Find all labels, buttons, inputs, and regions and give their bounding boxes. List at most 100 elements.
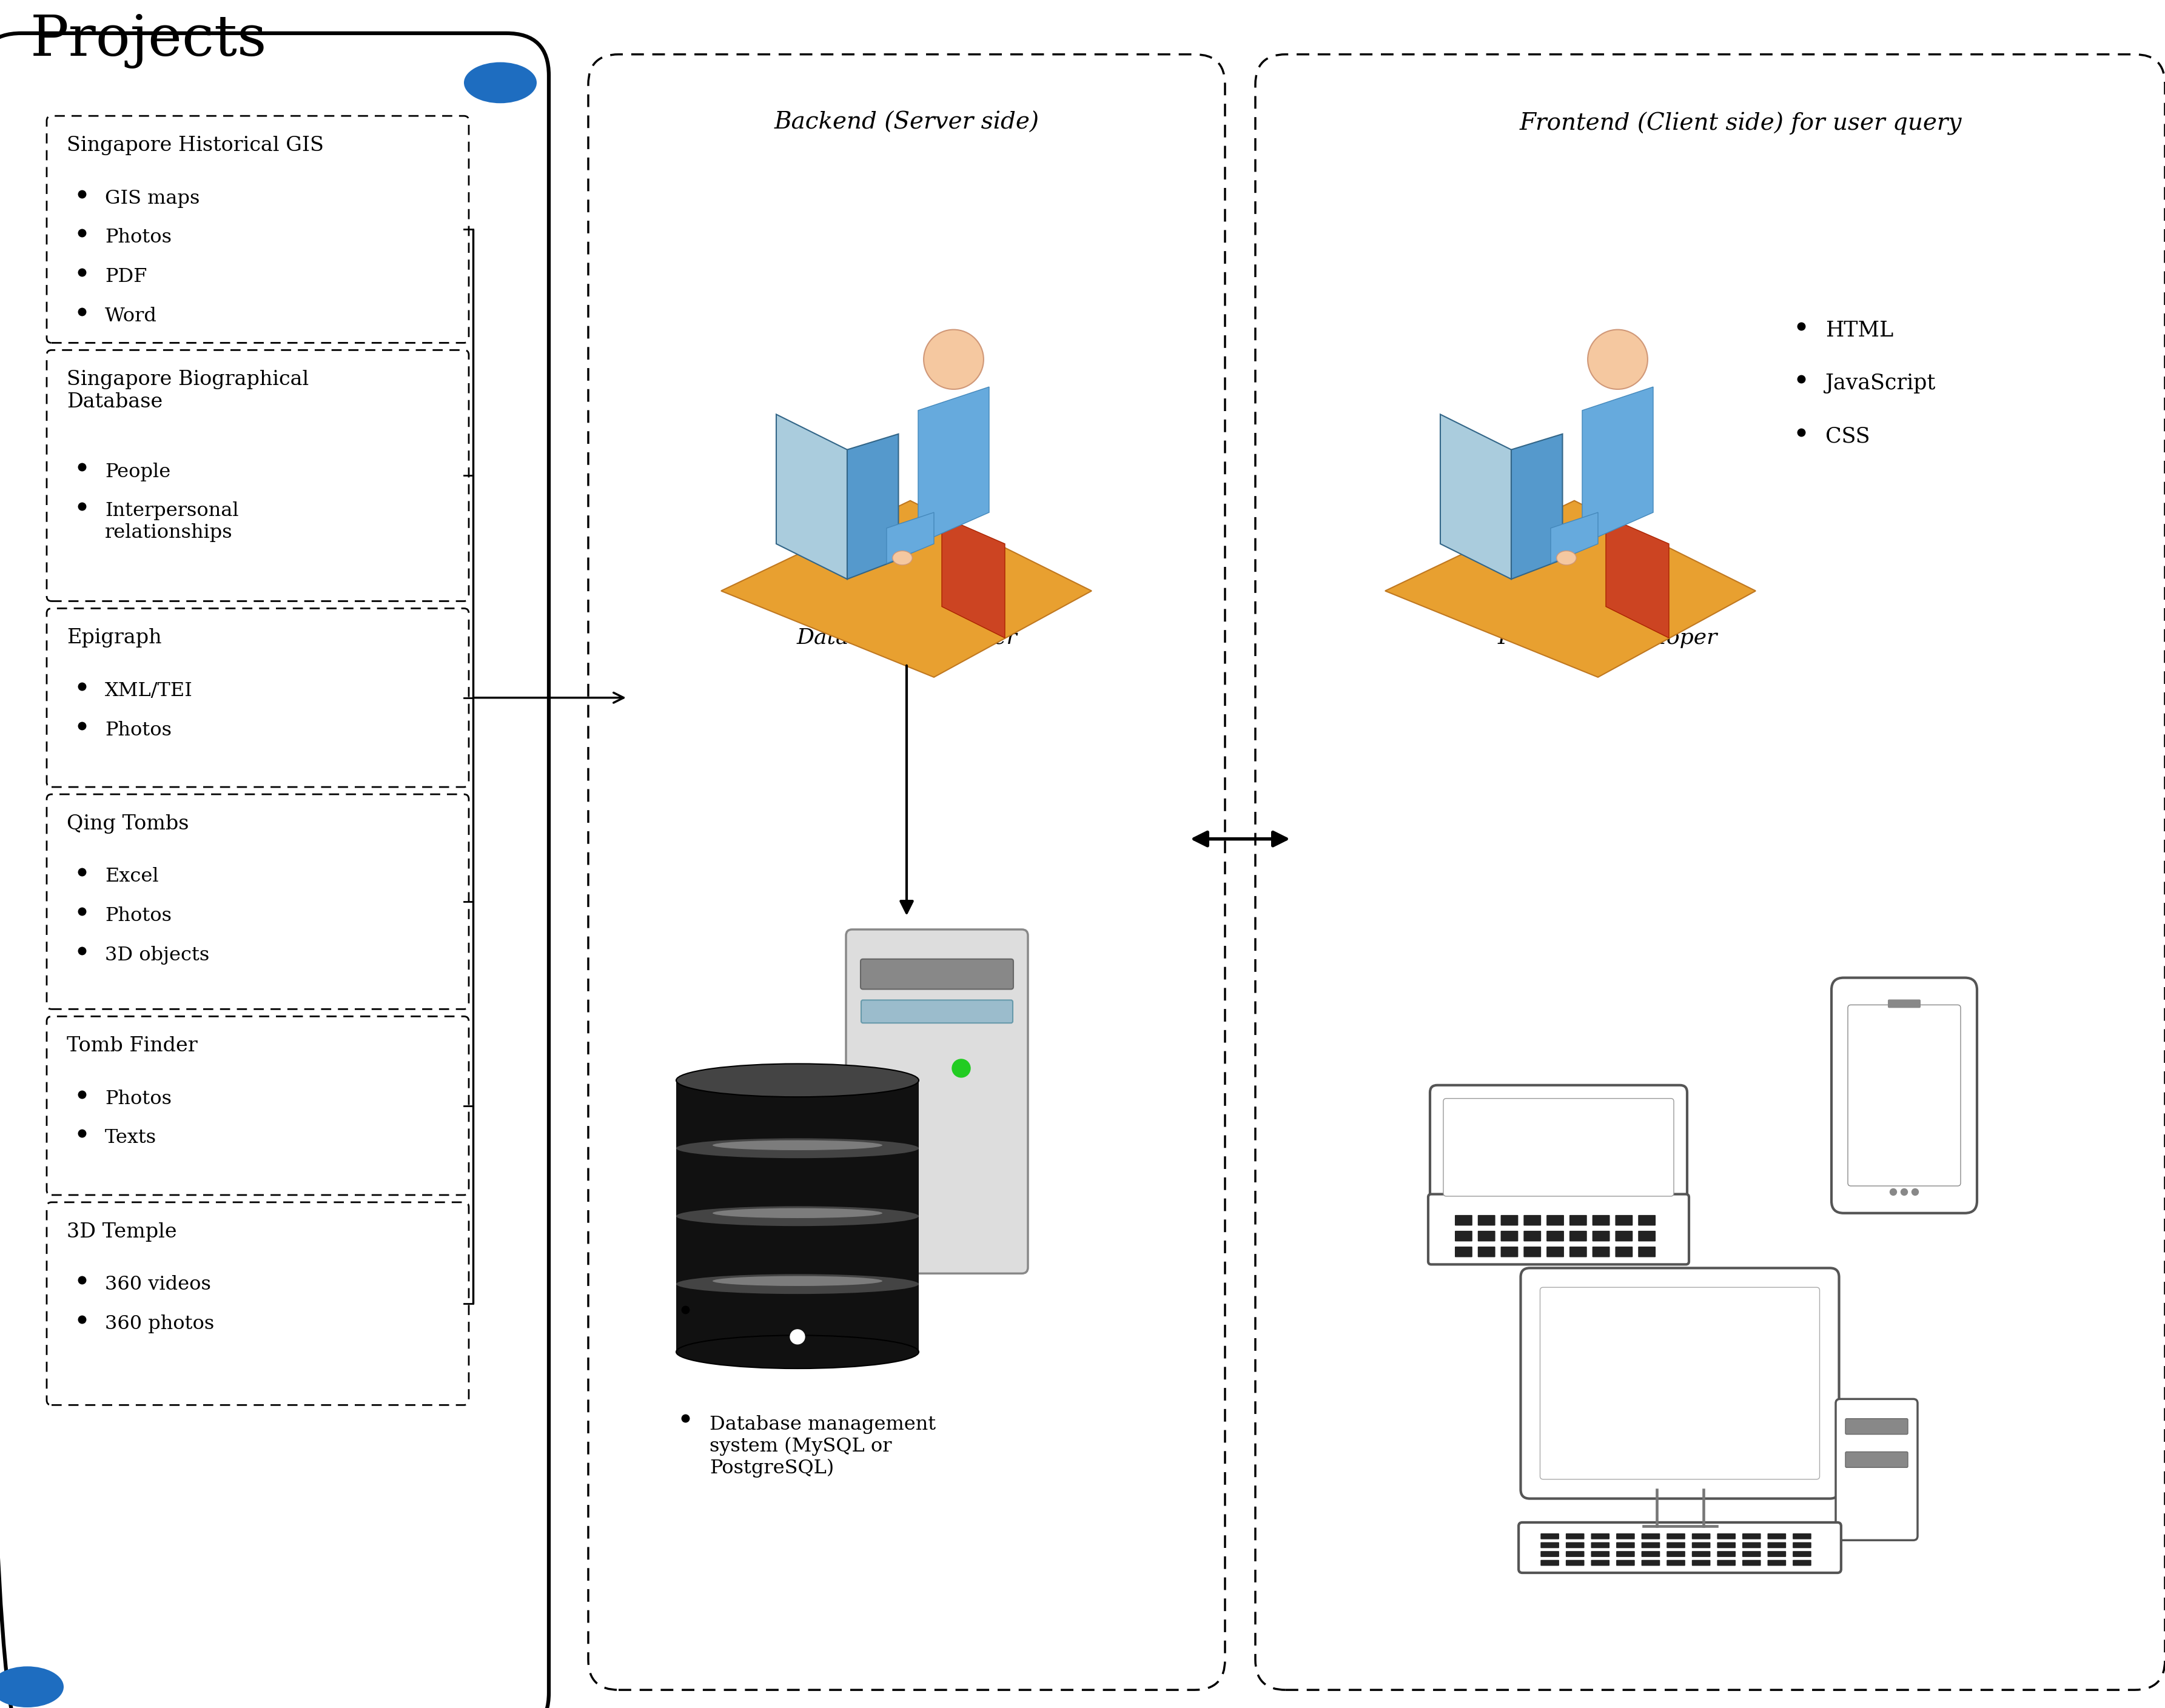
FancyBboxPatch shape <box>847 929 1028 1274</box>
FancyBboxPatch shape <box>1565 1542 1585 1547</box>
Circle shape <box>924 330 983 389</box>
FancyBboxPatch shape <box>1667 1534 1684 1539</box>
FancyBboxPatch shape <box>1717 1551 1736 1558</box>
FancyBboxPatch shape <box>1743 1551 1760 1558</box>
FancyBboxPatch shape <box>1500 1214 1518 1226</box>
FancyBboxPatch shape <box>1591 1551 1609 1558</box>
FancyBboxPatch shape <box>1541 1551 1559 1558</box>
Ellipse shape <box>675 1138 918 1158</box>
Circle shape <box>790 1329 805 1344</box>
FancyBboxPatch shape <box>1455 1247 1472 1257</box>
Polygon shape <box>918 388 989 543</box>
FancyBboxPatch shape <box>1591 1214 1611 1226</box>
Text: Photos: Photos <box>104 229 171 248</box>
Ellipse shape <box>675 1336 918 1368</box>
FancyBboxPatch shape <box>1539 1288 1819 1479</box>
Text: 3D Temple: 3D Temple <box>67 1223 178 1242</box>
Text: 360 photos: 360 photos <box>104 1315 214 1334</box>
FancyBboxPatch shape <box>1641 1542 1661 1547</box>
FancyBboxPatch shape <box>1667 1559 1684 1566</box>
FancyBboxPatch shape <box>1767 1551 1786 1558</box>
Text: Tomb Finder: Tomb Finder <box>67 1037 197 1056</box>
FancyBboxPatch shape <box>1479 1214 1496 1226</box>
FancyBboxPatch shape <box>1591 1247 1611 1257</box>
Ellipse shape <box>675 1064 918 1097</box>
Text: Database management
system (MySQL or
PostgreSQL): Database management system (MySQL or Pos… <box>710 1416 935 1477</box>
FancyBboxPatch shape <box>1793 1551 1812 1558</box>
FancyBboxPatch shape <box>1832 977 1977 1213</box>
FancyBboxPatch shape <box>1546 1247 1563 1257</box>
FancyBboxPatch shape <box>1591 1542 1609 1547</box>
FancyBboxPatch shape <box>1500 1247 1518 1257</box>
Ellipse shape <box>712 1208 883 1218</box>
FancyBboxPatch shape <box>1639 1247 1656 1257</box>
FancyBboxPatch shape <box>1546 1214 1563 1226</box>
Circle shape <box>953 1059 970 1078</box>
FancyBboxPatch shape <box>1691 1542 1710 1547</box>
FancyBboxPatch shape <box>1717 1542 1736 1547</box>
FancyBboxPatch shape <box>1518 1522 1840 1573</box>
FancyBboxPatch shape <box>1524 1247 1541 1257</box>
FancyBboxPatch shape <box>1429 1194 1689 1264</box>
Text: XML/TEI: XML/TEI <box>104 681 193 700</box>
FancyBboxPatch shape <box>1849 1004 1961 1185</box>
Text: Texts: Texts <box>104 1129 156 1148</box>
FancyBboxPatch shape <box>1541 1559 1559 1566</box>
FancyBboxPatch shape <box>1591 1559 1609 1566</box>
Text: Word: Word <box>104 307 158 326</box>
Polygon shape <box>1606 516 1669 639</box>
Text: GIS maps: GIS maps <box>104 190 199 208</box>
FancyBboxPatch shape <box>1615 1214 1632 1226</box>
FancyBboxPatch shape <box>1793 1542 1812 1547</box>
Polygon shape <box>1550 512 1598 564</box>
Text: Frontend (Client side) for user query: Frontend (Client side) for user query <box>1520 111 1961 135</box>
FancyBboxPatch shape <box>1743 1559 1760 1566</box>
FancyBboxPatch shape <box>1570 1247 1587 1257</box>
FancyBboxPatch shape <box>1617 1542 1635 1547</box>
FancyBboxPatch shape <box>1641 1534 1661 1539</box>
Ellipse shape <box>712 1141 883 1149</box>
FancyBboxPatch shape <box>1717 1559 1736 1566</box>
Ellipse shape <box>0 1667 63 1708</box>
Text: Photos: Photos <box>104 721 171 740</box>
FancyBboxPatch shape <box>1639 1231 1656 1242</box>
Ellipse shape <box>675 1206 918 1226</box>
Polygon shape <box>1511 434 1563 579</box>
FancyBboxPatch shape <box>1455 1214 1472 1226</box>
Polygon shape <box>942 516 1005 639</box>
FancyBboxPatch shape <box>862 1001 1013 1023</box>
Text: Frontend developer: Frontend developer <box>1498 629 1717 649</box>
FancyBboxPatch shape <box>1570 1231 1587 1242</box>
FancyBboxPatch shape <box>1793 1534 1812 1539</box>
FancyBboxPatch shape <box>1431 1085 1687 1209</box>
FancyBboxPatch shape <box>1667 1542 1684 1547</box>
Circle shape <box>1890 1189 1897 1196</box>
FancyBboxPatch shape <box>1444 1098 1674 1196</box>
FancyBboxPatch shape <box>1691 1559 1710 1566</box>
Polygon shape <box>1386 500 1756 676</box>
FancyBboxPatch shape <box>1541 1534 1559 1539</box>
Text: Singapore Historical GIS: Singapore Historical GIS <box>67 137 325 155</box>
FancyBboxPatch shape <box>860 958 1013 989</box>
FancyBboxPatch shape <box>1836 1399 1918 1541</box>
Text: Interpersonal
relationships: Interpersonal relationships <box>104 502 238 541</box>
Ellipse shape <box>892 552 911 565</box>
Circle shape <box>1901 1189 1907 1196</box>
Ellipse shape <box>712 1276 883 1286</box>
Text: GIS server: GIS server <box>710 1307 814 1325</box>
Circle shape <box>1912 1189 1918 1196</box>
Text: 3D objects: 3D objects <box>104 946 210 965</box>
Ellipse shape <box>675 1274 918 1295</box>
FancyBboxPatch shape <box>1500 1231 1518 1242</box>
Text: CSS: CSS <box>1825 425 1871 447</box>
FancyBboxPatch shape <box>1565 1551 1585 1558</box>
FancyBboxPatch shape <box>1615 1231 1632 1242</box>
Text: Qing Tombs: Qing Tombs <box>67 815 188 834</box>
FancyBboxPatch shape <box>1615 1247 1632 1257</box>
Polygon shape <box>675 1081 918 1353</box>
FancyBboxPatch shape <box>1767 1559 1786 1566</box>
FancyBboxPatch shape <box>1793 1559 1812 1566</box>
Polygon shape <box>1583 388 1654 543</box>
FancyBboxPatch shape <box>1455 1231 1472 1242</box>
FancyBboxPatch shape <box>1524 1214 1541 1226</box>
